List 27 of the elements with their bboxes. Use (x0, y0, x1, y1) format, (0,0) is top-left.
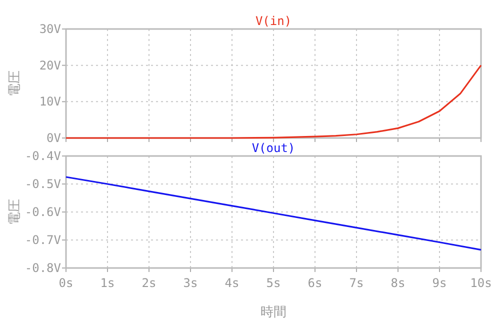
y-tick-label: -0.7V (24, 233, 61, 247)
y-tick-label: -0.8V (24, 261, 61, 275)
line-series (65, 176, 482, 251)
x-tick-label: 7s (349, 276, 364, 290)
x-tick-label: 4s (224, 276, 240, 290)
y-axis-title: 電圧 (8, 70, 22, 96)
x-tick-label: 9s (432, 276, 447, 290)
y-tick-label: 0V (46, 131, 61, 145)
y-tick-label: -0.6V (24, 205, 61, 219)
x-axis-title: 時間 (260, 305, 286, 320)
y-tick-label: 30V (39, 22, 61, 36)
y-tick-label: -0.5V (24, 177, 61, 191)
y-tick-label: -0.4V (24, 149, 61, 163)
x-tick-label: 3s (183, 276, 198, 290)
text: V(in) (255, 14, 292, 28)
x-tick-label: 0s (58, 276, 74, 290)
x-tick-label: 2s (142, 276, 156, 290)
y-tick-label: 10V (39, 94, 61, 109)
y-axis-title: 電圧 (8, 199, 22, 225)
x-tick-label: 1s (100, 276, 115, 290)
text: V(out) (252, 141, 296, 155)
line-series (65, 64, 482, 139)
x-tick-label: 10s (470, 276, 492, 290)
x-tick-label: 8s (390, 276, 406, 290)
x-tick-label: 6s (308, 276, 322, 290)
y-tick-label: 20V (39, 58, 61, 72)
x-tick-label: 5s (266, 276, 281, 290)
